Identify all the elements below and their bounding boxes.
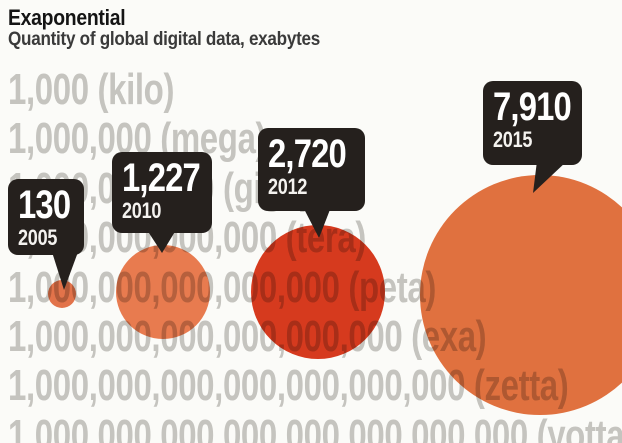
- callout-year: 2012: [268, 174, 308, 199]
- callout-value: 7,910: [493, 85, 572, 129]
- bubble-2010: [116, 245, 210, 339]
- callout-value: 2,720: [268, 132, 347, 176]
- page-title: Exaponential: [8, 5, 126, 30]
- bubble-2012: [251, 225, 385, 359]
- scale-row-tera: 1,000,000,000,000 (tera): [8, 213, 366, 263]
- callout-2005: 130 2005: [8, 179, 84, 255]
- callout-2010: 1,227 2010: [112, 152, 212, 233]
- callout-year: 2005: [18, 225, 58, 250]
- callout-value: 130: [18, 183, 71, 227]
- page-subtitle: Quantity of global digital data, exabyte…: [8, 29, 320, 50]
- callout-2015: 7,910 2015: [483, 81, 582, 165]
- scale-row-peta: 1,000,000,000,000,000 (peta): [8, 262, 436, 312]
- scale-row-yotta: 1,000,000,000,000,000,000,000,000 (yotta…: [8, 410, 622, 443]
- bubble-2015: [420, 175, 622, 415]
- scale-row-zetta: 1,000,000,000,000,000,000,000 (zetta): [8, 361, 569, 411]
- callout-2012: 2,720 2012: [258, 128, 365, 211]
- callout-year: 2015: [493, 127, 533, 152]
- scale-row-kilo: 1,000 (kilo): [8, 65, 175, 114]
- callout-value: 1,227: [122, 156, 201, 200]
- callout-year: 2010: [122, 198, 162, 223]
- scale-row-exa: 1,000,000,000,000,000,000 (exa): [8, 312, 487, 362]
